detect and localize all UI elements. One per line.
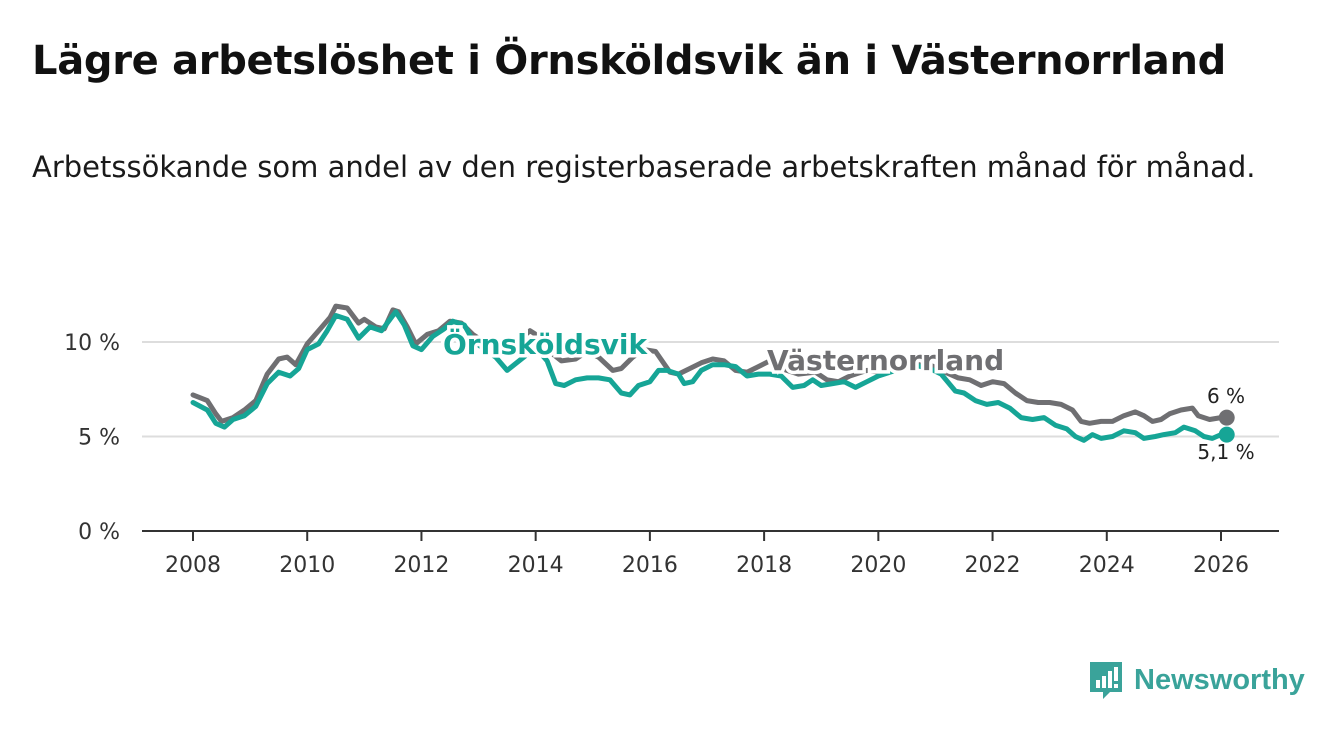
end-label-ornskoldsvik: 5,1 % <box>1197 440 1254 464</box>
y-axis-ticks: 0 % 5 % 10 % <box>64 331 120 545</box>
series-line-ornskoldsvik <box>190 309 1230 443</box>
series-label-vasternorrland: Västernorrland <box>767 344 1004 377</box>
y-tick-label-5: 5 % <box>78 426 120 451</box>
series-labels: Örnsköldsvik Västernorrland <box>440 324 1008 381</box>
x-tick-label-2010: 2010 <box>279 553 335 578</box>
y-tick-label-10: 10 % <box>64 331 120 356</box>
end-dot-vasternorrland <box>1218 409 1235 426</box>
x-tick-label-2014: 2014 <box>508 553 564 578</box>
brand-name: Newsworthy <box>1134 663 1305 696</box>
x-axis-ticks: 2008 2010 2012 2014 2016 2018 2020 2022 2024 2026 <box>165 531 1249 578</box>
chart-subtitle: Arbetssökande som andel av den registerb… <box>32 150 1256 184</box>
end-dot-ornskoldsvik <box>1218 426 1235 443</box>
chart-title: Lägre arbetslöshet i Örnsköldsvik än i V… <box>32 38 1226 84</box>
x-tick-label-2018: 2018 <box>736 553 792 578</box>
newsworthy-logo: Newsworthy <box>1088 660 1305 700</box>
x-tick-label-2016: 2016 <box>622 553 678 578</box>
x-tick-label-2022: 2022 <box>965 553 1021 578</box>
end-markers: 6 % 5,1 % <box>1197 384 1254 464</box>
x-tick-label-2020: 2020 <box>850 553 906 578</box>
series-label-ornskoldsvik: Örnsköldsvik <box>443 327 648 361</box>
x-tick-label-2008: 2008 <box>165 553 221 578</box>
series-lines <box>190 303 1230 443</box>
series-line-vasternorrland <box>190 303 1230 426</box>
end-label-vasternorrland: 6 % <box>1207 384 1245 408</box>
bar-chart-icon <box>1090 662 1122 699</box>
y-tick-label-0: 0 % <box>78 520 120 545</box>
x-tick-label-2026: 2026 <box>1193 553 1249 578</box>
x-tick-label-2012: 2012 <box>393 553 449 578</box>
x-tick-label-2024: 2024 <box>1079 553 1135 578</box>
